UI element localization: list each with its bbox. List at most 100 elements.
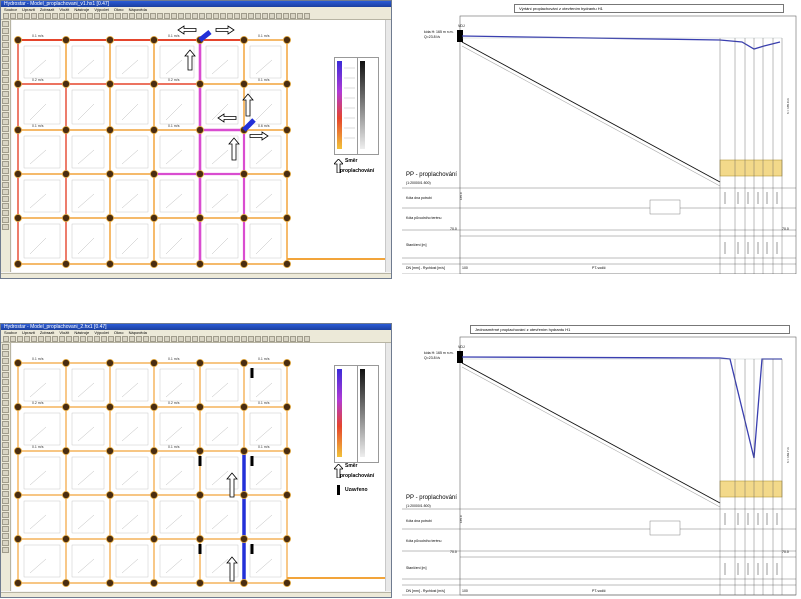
toolbar-button[interactable] <box>304 13 310 19</box>
toolbar-button[interactable] <box>234 13 240 19</box>
tool-button[interactable] <box>2 224 9 230</box>
toolbar-button[interactable] <box>17 336 23 342</box>
menu-item[interactable]: Nápověda <box>128 7 147 12</box>
toolbar-button[interactable] <box>31 13 37 19</box>
toolbar-button[interactable] <box>297 336 303 342</box>
tool-button[interactable] <box>2 161 9 167</box>
toolbar-button[interactable] <box>66 13 72 19</box>
menu-item[interactable]: Soubor <box>4 330 17 335</box>
toolbar-button[interactable] <box>178 13 184 19</box>
tool-button[interactable] <box>2 91 9 97</box>
network-canvas[interactable]: 0.1 m/s 0.1 m/s 0.1 m/s 0.2 m/s 0.2 m/s 0.1 m… <box>12 343 387 591</box>
toolbar-button[interactable] <box>213 336 219 342</box>
toolbar-button[interactable] <box>59 13 65 19</box>
toolbar-button[interactable] <box>199 13 205 19</box>
toolbar-button[interactable] <box>241 336 247 342</box>
tool-button[interactable] <box>2 210 9 216</box>
tool-button[interactable] <box>2 449 9 455</box>
tool-button[interactable] <box>2 168 9 174</box>
toolbar-button[interactable] <box>255 336 261 342</box>
toolbar-button[interactable] <box>178 336 184 342</box>
toolbar-button[interactable] <box>115 13 121 19</box>
tool-button[interactable] <box>2 484 9 490</box>
tool-button[interactable] <box>2 365 9 371</box>
tool-button[interactable] <box>2 98 9 104</box>
tool-button[interactable] <box>2 470 9 476</box>
tool-button[interactable] <box>2 217 9 223</box>
tool-button[interactable] <box>2 344 9 350</box>
toolbar-button[interactable] <box>115 336 121 342</box>
toolbar-button[interactable] <box>17 13 23 19</box>
tool-button[interactable] <box>2 196 9 202</box>
toolbar-button[interactable] <box>87 13 93 19</box>
toolbar-button[interactable] <box>213 13 219 19</box>
toolbar-button[interactable] <box>10 336 16 342</box>
toolbar-button[interactable] <box>122 13 128 19</box>
toolbar-button[interactable] <box>206 13 212 19</box>
tool-button[interactable] <box>2 84 9 90</box>
toolbar-button[interactable] <box>136 336 142 342</box>
tool-button[interactable] <box>2 491 9 497</box>
toolbar-button[interactable] <box>199 336 205 342</box>
toolbar-button[interactable] <box>45 13 51 19</box>
tool-button[interactable] <box>2 56 9 62</box>
tool-button[interactable] <box>2 126 9 132</box>
tool-button[interactable] <box>2 203 9 209</box>
toolbar-button[interactable] <box>255 13 261 19</box>
toolbar-button[interactable] <box>241 13 247 19</box>
tool-button[interactable] <box>2 112 9 118</box>
menu-item[interactable]: Nápověda <box>128 330 147 335</box>
toolbar-button[interactable] <box>283 336 289 342</box>
toolbar-button[interactable] <box>192 336 198 342</box>
tool-button[interactable] <box>2 119 9 125</box>
tool-button[interactable] <box>2 414 9 420</box>
toolbar-button[interactable] <box>192 13 198 19</box>
toolbar-button[interactable] <box>248 13 254 19</box>
toolbar-button[interactable] <box>276 13 282 19</box>
toolbar-button[interactable] <box>206 336 212 342</box>
tool-button[interactable] <box>2 372 9 378</box>
toolbar-button[interactable] <box>220 13 226 19</box>
toolbar-button[interactable] <box>52 336 58 342</box>
toolbar-button[interactable] <box>150 13 156 19</box>
toolbar-button[interactable] <box>143 336 149 342</box>
tool-button[interactable] <box>2 400 9 406</box>
menu-item[interactable]: Výpočet <box>94 330 109 335</box>
menu-item[interactable]: Vložit <box>59 330 70 335</box>
toolbar-button[interactable] <box>129 13 135 19</box>
toolbar-button[interactable] <box>94 336 100 342</box>
toolbar-button[interactable] <box>248 336 254 342</box>
toolbar-button[interactable] <box>185 13 191 19</box>
toolbar-button[interactable] <box>150 336 156 342</box>
menu-item[interactable]: Nástroje <box>74 330 90 335</box>
toolbar-button[interactable] <box>101 336 107 342</box>
tool-button[interactable] <box>2 533 9 539</box>
toolbar-button[interactable] <box>290 336 296 342</box>
menu-item[interactable]: Upravit <box>22 7 35 12</box>
toolbar-button[interactable] <box>94 13 100 19</box>
menu-item[interactable]: Okno <box>113 7 124 12</box>
toolbar-button[interactable] <box>87 336 93 342</box>
tool-button[interactable] <box>2 540 9 546</box>
tool-button[interactable] <box>2 189 9 195</box>
menu-item[interactable]: Soubor <box>4 7 17 12</box>
tool-button[interactable] <box>2 393 9 399</box>
tool-button[interactable] <box>2 154 9 160</box>
toolbar-button[interactable] <box>185 336 191 342</box>
tool-button[interactable] <box>2 70 9 76</box>
tool-button[interactable] <box>2 477 9 483</box>
menu-item[interactable]: Zobrazit <box>39 7 55 12</box>
tool-button[interactable] <box>2 105 9 111</box>
toolbar-button[interactable] <box>66 336 72 342</box>
toolbar-button[interactable] <box>38 336 44 342</box>
toolbar-button[interactable] <box>73 13 79 19</box>
toolbar-button[interactable] <box>262 13 268 19</box>
toolbar-button[interactable] <box>108 336 114 342</box>
tool-button[interactable] <box>2 77 9 83</box>
tool-button[interactable] <box>2 351 9 357</box>
toolbar-button[interactable] <box>290 13 296 19</box>
tool-button[interactable] <box>2 407 9 413</box>
toolbar-button[interactable] <box>171 13 177 19</box>
toolbar-button[interactable] <box>171 336 177 342</box>
toolbar-button[interactable] <box>164 13 170 19</box>
